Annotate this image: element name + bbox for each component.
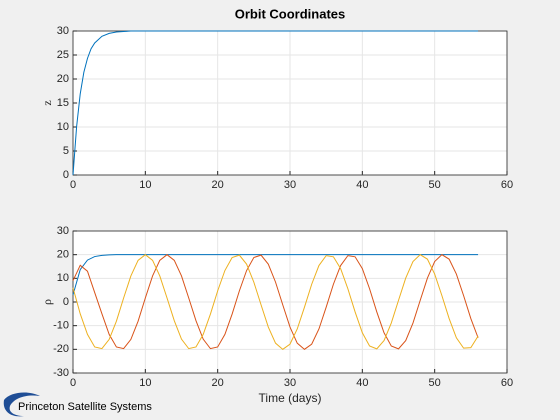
logo: Princeton Satellite Systems xyxy=(3,392,152,417)
y-tick-label: 30 xyxy=(57,225,69,237)
x-tick-label: 40 xyxy=(356,377,368,389)
x-tick-label: 30 xyxy=(284,179,296,191)
x-tick-label: 20 xyxy=(212,179,224,191)
x-tick-label: 10 xyxy=(139,179,151,191)
y-tick-label: 20 xyxy=(57,73,69,85)
series-line xyxy=(72,254,479,350)
x-axis-label: Time (days) xyxy=(259,391,322,405)
y-tick-label: 5 xyxy=(63,145,69,157)
y-tick-label: -20 xyxy=(53,343,69,355)
x-tick-label: 0 xyxy=(70,377,76,389)
logo-swoosh xyxy=(3,392,40,417)
y-axis-label: ρ xyxy=(40,299,54,305)
x-tick-label: 0 xyxy=(70,179,76,191)
x-tick-label: 60 xyxy=(501,179,513,191)
series-line xyxy=(72,254,479,296)
x-tick-label: 50 xyxy=(429,179,441,191)
logo-text: Princeton Satellite Systems xyxy=(18,401,152,413)
series-line xyxy=(72,254,479,350)
y-tick-label: -10 xyxy=(53,320,69,332)
y-tick-label: 10 xyxy=(57,121,69,133)
x-tick-label: 60 xyxy=(501,377,513,389)
y-tick-label: 20 xyxy=(57,249,69,261)
x-tick-label: 50 xyxy=(429,377,441,389)
y-axis-label: z xyxy=(40,100,54,105)
x-tick-label: 10 xyxy=(139,377,151,389)
x-tick-label: 40 xyxy=(356,179,368,191)
y-tick-label: 25 xyxy=(57,49,69,61)
x-tick-label: 20 xyxy=(212,377,224,389)
axes-box xyxy=(72,230,508,374)
y-tick-label: -30 xyxy=(53,367,69,379)
y-tick-label: 0 xyxy=(63,296,69,308)
series-line xyxy=(72,30,479,176)
y-tick-label: 15 xyxy=(57,97,69,109)
chart-title: Orbit Coordinates xyxy=(235,6,346,21)
y-tick-label: 0 xyxy=(63,169,69,181)
y-tick-label: 10 xyxy=(57,272,69,284)
y-tick-label: 30 xyxy=(57,25,69,37)
x-tick-label: 30 xyxy=(284,377,296,389)
